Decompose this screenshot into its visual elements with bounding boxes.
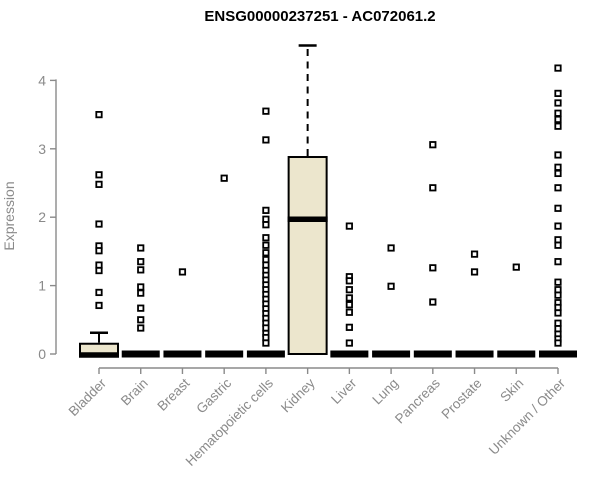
y-tick-label: 3 (38, 141, 46, 157)
category-label: Prostate (439, 376, 485, 422)
outlier-unknown-other (554, 339, 562, 347)
outlier-pancreas (429, 184, 437, 192)
box-kidney (287, 156, 328, 355)
outlier-unknown-other (554, 151, 562, 159)
outlier-unknown-other (554, 89, 562, 97)
outlier-skin (512, 263, 520, 271)
box-hematopoietic-cells (246, 350, 285, 358)
category-label: Skin (497, 376, 526, 405)
outlier-liver (345, 323, 353, 331)
outlier-brain (137, 324, 145, 332)
outlier-unknown-other (554, 163, 562, 171)
y-tick-label: 1 (38, 278, 46, 294)
outlier-unknown-other (554, 169, 562, 178)
box-breast (163, 350, 202, 358)
outlier-prostate (470, 268, 479, 276)
category-label: Kidney (278, 375, 318, 415)
outlier-unknown-other (554, 309, 562, 317)
box-liver (330, 350, 369, 358)
outlier-bladder (95, 220, 103, 228)
outlier-hematopoietic-cells (262, 107, 270, 115)
outlier-unknown-other (554, 122, 562, 130)
outlier-breast (178, 268, 187, 276)
category-label: Gastric (193, 375, 234, 416)
outlier-pancreas (429, 298, 437, 306)
outlier-bladder (95, 288, 103, 297)
outlier-unknown-other (554, 241, 562, 249)
outlier-bladder (95, 247, 103, 255)
outlier-bladder (95, 180, 103, 188)
outlier-hematopoietic-cells (262, 221, 270, 229)
outlier-pancreas (429, 264, 437, 272)
y-tick-label: 0 (38, 346, 46, 362)
outlier-liver (345, 308, 353, 316)
outlier-brain (137, 316, 145, 324)
category-label: Brain (118, 376, 151, 409)
outlier-liver (345, 277, 353, 285)
outlier-liver (345, 222, 353, 230)
category-label: Pancreas (392, 375, 443, 426)
outlier-unknown-other (554, 109, 562, 117)
outlier-hematopoietic-cells (262, 136, 270, 144)
category-label: Unknown / Other (486, 375, 569, 458)
outlier-hematopoietic-cells (262, 234, 270, 242)
outlier-brain (137, 289, 145, 297)
outlier-unknown-other (554, 258, 562, 266)
outlier-unknown-other (554, 222, 562, 230)
outlier-bladder (95, 171, 103, 179)
outlier-unknown-other (554, 291, 562, 299)
outlier-brain (137, 258, 145, 266)
outlier-liver (345, 294, 353, 302)
outlier-bladder (95, 111, 103, 119)
box-skin (497, 350, 536, 358)
outlier-liver (345, 339, 353, 347)
box-unknown-other (538, 350, 577, 358)
outlier-brain (137, 304, 145, 312)
outlier-gastric (220, 174, 228, 182)
outlier-hematopoietic-cells (262, 241, 270, 249)
outlier-unknown-other (554, 64, 562, 72)
outlier-unknown-other (554, 184, 562, 192)
box-gastric (205, 350, 244, 358)
outlier-prostate (470, 250, 479, 258)
outlier-brain (137, 266, 145, 274)
chart-title: ENSG00000237251 - AC072061.2 (204, 8, 435, 25)
outlier-bladder (95, 266, 103, 275)
outlier-unknown-other (554, 278, 562, 286)
outlier-hematopoietic-cells (262, 249, 270, 257)
outlier-brain (137, 283, 145, 291)
outlier-unknown-other (554, 115, 562, 123)
outlier-unknown-other (554, 99, 562, 107)
box-lung (372, 350, 411, 358)
outlier-lung (387, 244, 395, 252)
category-label: Breast (154, 375, 192, 413)
category-label: Liver (328, 375, 360, 407)
outlier-liver (345, 286, 353, 294)
category-label: Bladder (66, 375, 110, 419)
y-tick-label: 2 (38, 209, 46, 225)
outlier-brain (137, 244, 145, 252)
y-tick-label: 4 (38, 72, 46, 88)
outlier-lung (387, 282, 395, 290)
outlier-liver (345, 301, 353, 309)
outlier-pancreas (429, 141, 437, 149)
outlier-hematopoietic-cells (262, 206, 270, 214)
y-axis-label: Expression (1, 181, 17, 250)
box-prostate (455, 350, 494, 358)
outlier-bladder (95, 301, 103, 310)
box-pancreas (413, 350, 452, 358)
category-label: Lung (369, 376, 401, 408)
outlier-unknown-other (554, 204, 562, 212)
outlier-hematopoietic-cells (262, 339, 270, 347)
box-brain (121, 350, 160, 358)
